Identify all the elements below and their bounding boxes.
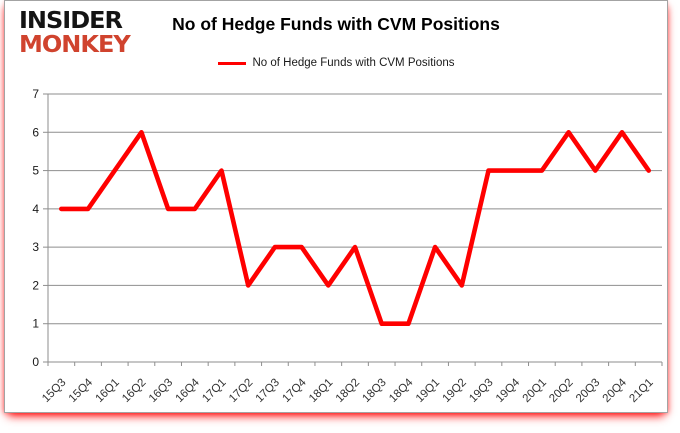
x-tick-label: 19Q3 xyxy=(467,377,495,405)
chart-legend: No of Hedge Funds with CVM Positions xyxy=(5,57,667,69)
x-tick-label: 17Q1 xyxy=(200,377,228,405)
page-title: No of Hedge Funds with CVM Positions xyxy=(172,14,500,34)
legend-line-swatch xyxy=(217,61,246,65)
x-tick-label: 21Q1 xyxy=(627,377,655,405)
y-tick-label: 4 xyxy=(32,202,39,216)
x-tick-label: 20Q2 xyxy=(547,377,575,405)
logo-text-insider: INSIDER xyxy=(19,6,123,34)
x-tick-label: 15Q3 xyxy=(40,377,68,405)
x-tick-label: 19Q1 xyxy=(414,377,442,405)
chart-widget: INSIDER MONKEY No of Hedge Funds with CV… xyxy=(4,0,668,413)
y-tick-label: 2 xyxy=(32,278,39,292)
logo-text-monkey: MONKEY xyxy=(19,30,131,58)
x-tick-label: 17Q3 xyxy=(254,377,282,405)
x-tick-label: 16Q3 xyxy=(147,377,175,405)
line-chart: 0 1 2 3 4 5 6 7 15Q315Q416Q116Q216Q316Q417Q117Q2… xyxy=(32,87,663,405)
x-tick-label: 20Q1 xyxy=(521,377,549,405)
insider-monkey-logo: INSIDER MONKEY xyxy=(19,6,131,58)
x-tick-label: 20Q4 xyxy=(601,376,630,405)
data-line xyxy=(58,129,652,326)
x-tick-label: 16Q2 xyxy=(120,377,148,405)
x-tick-label: 19Q4 xyxy=(494,376,523,405)
x-tick-label: 17Q2 xyxy=(227,377,255,405)
x-tick-label: 15Q4 xyxy=(67,376,96,405)
y-tick-label: 7 xyxy=(32,87,39,101)
x-tick-label: 18Q3 xyxy=(360,377,388,405)
x-tick-label: 18Q2 xyxy=(334,377,362,405)
y-tick-label: 0 xyxy=(32,355,39,369)
x-tick-label: 18Q4 xyxy=(387,376,416,405)
y-tick-label: 1 xyxy=(32,317,39,331)
x-tick-label: 17Q4 xyxy=(280,376,309,405)
y-tick-label: 3 xyxy=(32,240,39,254)
x-tick-label: 20Q3 xyxy=(574,377,602,405)
x-tick-label: 16Q1 xyxy=(93,377,121,405)
x-tick-label: 18Q1 xyxy=(307,377,335,405)
y-tick-label: 6 xyxy=(32,125,39,139)
x-tick-label: 16Q4 xyxy=(174,376,203,405)
legend-label: No of Hedge Funds with CVM Positions xyxy=(252,57,455,69)
y-tick-label: 5 xyxy=(32,164,39,178)
x-tick-label: 19Q2 xyxy=(441,377,469,405)
